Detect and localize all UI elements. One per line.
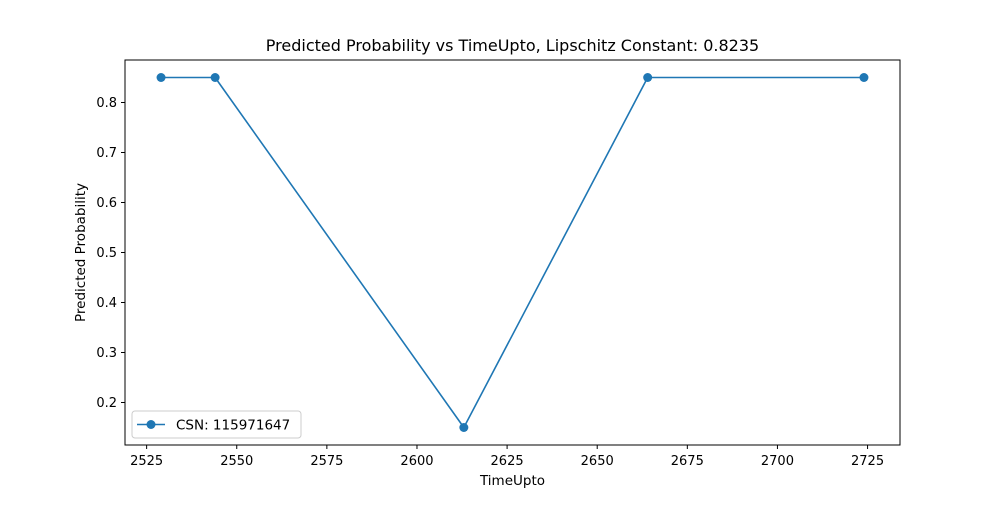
series-layer: [156, 73, 869, 432]
data-point: [156, 73, 166, 82]
y-tick-label: 0.6: [96, 196, 117, 211]
x-tick-label: 2575: [310, 454, 343, 469]
plot-area: [125, 60, 900, 445]
y-tick-label: 0.8: [96, 96, 117, 111]
y-tick-label: 0.4: [96, 296, 117, 311]
y-tick-label: 0.5: [96, 246, 117, 261]
x-axis-label: TimeUpto: [479, 473, 545, 489]
x-tick-label: 2600: [400, 454, 433, 469]
data-point: [210, 73, 220, 82]
y-tick-label: 0.2: [96, 396, 117, 411]
legend: CSN: 115971647: [131, 410, 302, 439]
legend-marker-swatch: [146, 420, 156, 429]
x-tick-label: 2650: [581, 454, 614, 469]
data-point: [643, 73, 653, 82]
data-point: [459, 423, 469, 432]
x-tick-label: 2725: [851, 454, 884, 469]
y-axis-label: Predicted Probability: [73, 183, 89, 322]
x-tick-label: 2525: [130, 454, 163, 469]
y-tick-label: 0.7: [96, 146, 117, 161]
y-tick-label: 0.3: [96, 346, 117, 361]
data-point: [859, 73, 869, 82]
x-tick-label: 2625: [491, 454, 524, 469]
x-tick-label: 2675: [671, 454, 704, 469]
x-axis-ticks: 2525 2550 2575 2600 2625 2650 2675 2700 2725: [130, 445, 884, 469]
legend-box: [131, 410, 302, 439]
legend-label: CSN: 115971647: [176, 418, 290, 434]
x-tick-label: 2550: [220, 454, 253, 469]
chart-title: Predicted Probability vs TimeUpto, Lipsc…: [266, 36, 759, 55]
plot-frame: [124, 59, 901, 446]
y-axis-ticks: 0.2 0.3 0.4 0.5 0.6 0.7 0.8: [96, 96, 125, 411]
x-tick-label: 2700: [761, 454, 794, 469]
